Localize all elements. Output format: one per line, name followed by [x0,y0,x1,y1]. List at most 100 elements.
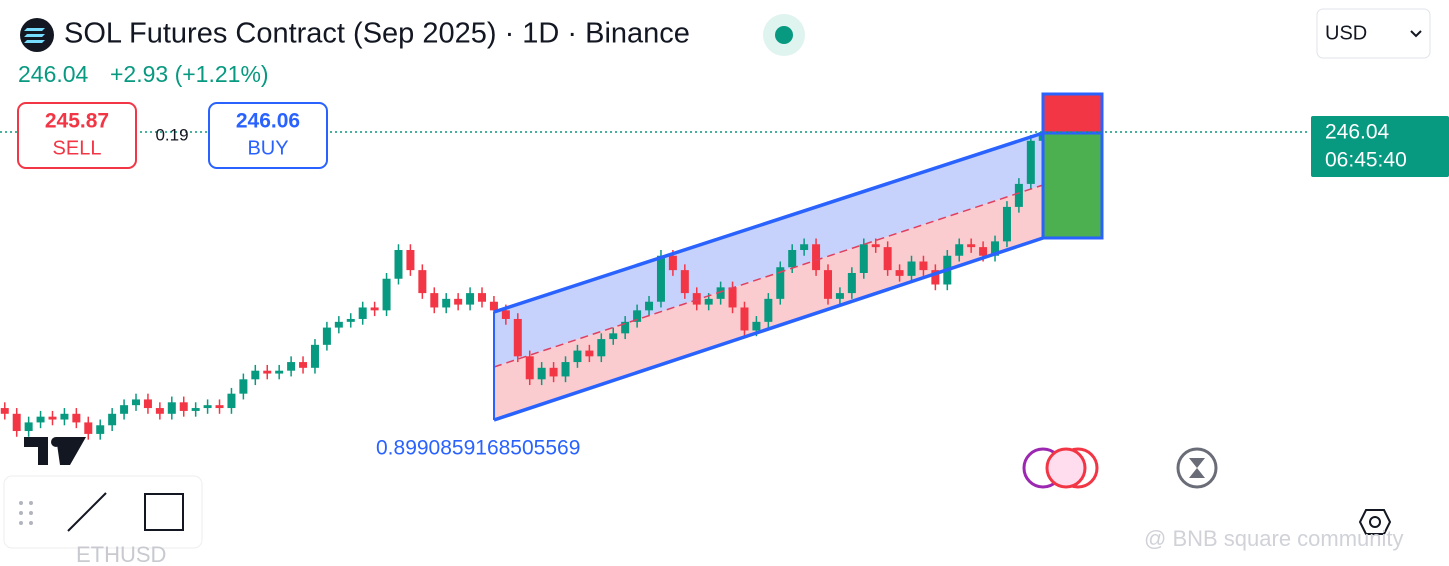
sell-button[interactable] [17,102,137,169]
candle-body [143,399,152,409]
hourglass [1189,458,1205,478]
buy-price: 246.06 [236,110,300,133]
candle-body [454,298,463,305]
candle-body [1026,140,1035,184]
candle-body [275,370,284,374]
channel-upper-fill [494,133,1043,367]
candle-body [573,350,582,363]
channel-lower[interactable] [493,236,1044,422]
candle-body [847,272,856,294]
candle-body [179,402,188,411]
candle-body [549,367,558,377]
candle-body [656,255,665,302]
candle-body [394,250,403,279]
timer-icon[interactable] [1176,447,1218,489]
candle-body [871,244,880,248]
candle-body [370,307,379,311]
channel-upper[interactable] [493,131,1044,314]
candle-body [191,408,200,411]
candle-body [251,370,260,380]
channel-mid [493,184,1044,368]
drawing-toolbar [3,475,203,549]
candle-body [155,408,164,414]
candle-body [967,244,976,248]
candle-body [907,261,916,276]
candle-body [955,244,964,256]
watermark: @ BNB square community [1144,526,1404,551]
candle-body [299,362,308,368]
candle-body [239,379,248,394]
candle-body [132,399,141,406]
candle-body [704,298,713,305]
candle-body [203,405,212,409]
change: +2.93 (+1.21%) [110,61,269,87]
candle-body [418,270,427,294]
candle-body [382,278,391,311]
candle-body [120,405,129,414]
candle-body [24,422,33,432]
candle-body [668,255,677,271]
currency-select[interactable] [1316,8,1431,59]
candle-body [310,344,319,368]
candle-body [585,350,594,357]
candle-body [215,405,224,409]
currency: USD [1325,22,1367,44]
settings-icon[interactable] [1358,509,1392,535]
candle-body [1002,206,1011,242]
candle-body [36,416,45,423]
candle-body [633,310,642,322]
candle-body [48,416,57,420]
candle-body [561,362,570,377]
candle-body [645,301,654,311]
channel-annotation: 0.8990859168505569 [376,437,580,460]
candle-body [430,293,439,308]
position-target[interactable] [1041,131,1104,240]
position-stop[interactable] [1041,92,1104,135]
candle-body [513,318,522,357]
candle-body [835,293,844,299]
candle-body [263,370,272,374]
candle-body [167,402,176,414]
candle-body [12,413,21,432]
candle-body [442,298,451,308]
event-icon[interactable] [1045,447,1087,489]
line-tool[interactable] [67,492,107,532]
candle-body [501,310,510,319]
candle-body [800,244,809,250]
drag-handle [19,501,33,525]
spread: 0.19 [155,125,188,144]
last-price: 246.04 [18,61,89,87]
candle-body [895,270,904,276]
candle-body [84,422,93,434]
candle-body [0,408,9,414]
countdown: 06:45:40 [1325,149,1407,172]
candle-body [227,393,236,409]
candle-body [788,250,797,268]
candle-body [525,356,534,380]
candle-body [692,293,701,305]
candle-body [108,413,117,426]
candle-body [931,270,940,285]
sell-label: SELL [53,137,102,159]
candle-body [597,339,606,357]
candle-body [812,244,821,271]
candle-body [716,287,725,299]
candle-body [537,367,546,380]
symbol-hint: ETHUSD [76,542,166,566]
candle-body [979,247,988,256]
rect-tool[interactable] [144,493,184,531]
candle-body [883,247,892,271]
buy-button[interactable] [208,102,328,169]
candle-body [776,267,785,299]
candle-body [740,307,749,331]
candle-body [919,261,928,271]
sell-price: 245.87 [45,110,109,133]
price-label: 246.04 [1325,121,1390,144]
logo-mark [24,28,45,43]
candle-body [358,307,367,319]
buy-label: BUY [247,137,288,159]
candle-body [478,293,487,302]
dropdown-arrow [1410,30,1422,38]
